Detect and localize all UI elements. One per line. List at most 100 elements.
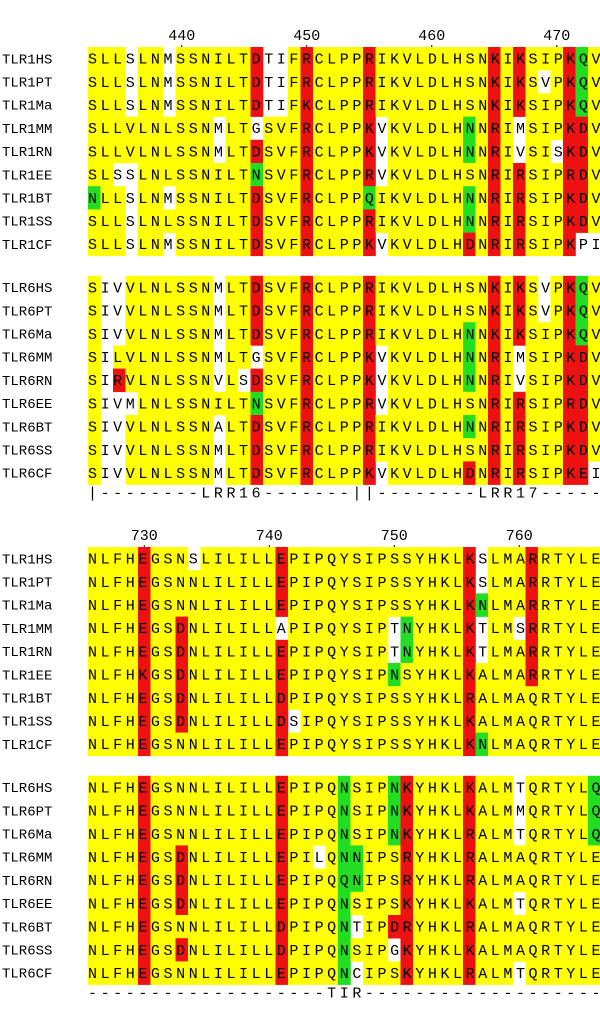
residue-cell: [438, 593, 451, 617]
residue-cell: [225, 775, 239, 800]
sequence-name: TLR1MM: [2, 122, 52, 138]
residue-cell: [250, 732, 264, 757]
residue-cell: [200, 438, 214, 462]
residue-cell: [363, 275, 376, 300]
residue-cell: [338, 915, 351, 939]
residue-cell: [300, 961, 314, 985]
residue-cell: [525, 915, 539, 939]
residue-cell: [500, 938, 514, 962]
residue-cell: [400, 570, 414, 594]
sequence: SLLSLNMSSNILTDTIFRCLPPRIKVLDLHSNKIKSVPKQ…: [88, 75, 600, 92]
residue-cell: [288, 961, 301, 985]
ruler-label: 470: [543, 28, 570, 45]
residue-cell: [325, 868, 339, 893]
residue-cell: [200, 663, 214, 687]
residue-cell: [100, 961, 114, 985]
residue-cell: [525, 868, 539, 893]
residue-cell: [188, 116, 201, 141]
residue-cell: [500, 915, 514, 939]
residue-cell: [163, 570, 176, 594]
residue-cell: [88, 799, 101, 823]
residue-cell: [388, 663, 401, 687]
residue-cell: [300, 639, 314, 664]
residue-cell: [313, 547, 326, 571]
residue-cell: [200, 891, 214, 916]
residue-cell: [175, 345, 189, 369]
residue-cell: [200, 139, 214, 164]
residue-cell: [525, 70, 539, 94]
residue-cell: [450, 461, 464, 485]
residue-cell: [425, 461, 439, 485]
residue-cell: [575, 891, 589, 916]
residue-cell: [138, 822, 151, 846]
residue-cell: [300, 345, 314, 369]
residue-cell: [288, 163, 301, 187]
residue-cell: [238, 593, 251, 617]
residue-cell: [188, 639, 201, 664]
sequence-name: TLR6RN: [2, 874, 52, 890]
residue-cell: [588, 139, 600, 164]
residue-cell: [475, 93, 489, 117]
residue-cell: [325, 616, 339, 641]
residue-cell: [200, 209, 214, 233]
residue-cell: [250, 391, 264, 416]
residue-cell: [375, 70, 389, 94]
residue-cell: [325, 822, 339, 846]
residue-cell: [575, 186, 589, 210]
residue-cell: [350, 891, 364, 916]
residue-cell: [113, 47, 126, 71]
residue-cell: [288, 93, 301, 117]
residue-cell: [500, 415, 514, 439]
residue-cell: [188, 868, 201, 893]
residue-cell: [488, 799, 501, 823]
residue-cell: [200, 593, 214, 617]
residue-cell: [138, 116, 151, 141]
residue-cell: [300, 709, 314, 733]
residue-cell: [150, 139, 164, 164]
residue-cell: [550, 345, 564, 369]
sequence-name: TLR6SS: [2, 444, 52, 460]
residue-cell: [563, 322, 576, 346]
residue-cell: [188, 663, 201, 687]
residue-cell: [350, 368, 364, 393]
residue-cell: [88, 47, 101, 71]
residue-cell: [425, 345, 439, 369]
residue-cell: [150, 709, 164, 733]
residue-cell: [138, 593, 151, 617]
residue-cell: [588, 345, 600, 369]
residue-cell: [550, 938, 564, 962]
residue-cell: [338, 709, 351, 733]
residue-cell: [88, 438, 101, 462]
residue-cell: [513, 938, 526, 962]
residue-cell: [175, 822, 189, 846]
residue-cell: [338, 547, 351, 571]
residue-cell: [338, 116, 351, 141]
residue-cell: [300, 845, 314, 869]
sequence: SIVVLNLSSNMLTDSVFRCLPPKVKVLDLHDNRIRSIPKE…: [88, 466, 600, 483]
residue-cell: [125, 275, 139, 300]
residue-cell: [225, 299, 239, 323]
residue-cell: [325, 709, 339, 733]
residue-cell: [513, 547, 526, 571]
residue-cell: [188, 47, 201, 71]
residue-cell: [188, 322, 201, 346]
residue-cell: [275, 232, 289, 257]
residue-cell: [438, 209, 451, 233]
residue-cell: [400, 799, 414, 823]
residue-cell: [213, 822, 226, 846]
residue-cell: [538, 845, 551, 869]
residue-cell: [500, 663, 514, 687]
residue-cell: [363, 93, 376, 117]
residue-cell: [550, 299, 564, 323]
residue-cell: [200, 915, 214, 939]
residue-cell: [375, 570, 389, 594]
residue-cell: [450, 822, 464, 846]
residue-cell: [538, 593, 551, 617]
residue-cell: [175, 775, 189, 800]
residue-cell: [450, 915, 464, 939]
sequence: SIVMLNLSSNILTNSVFRCLPPRVKVLDLHSNRIRSIPRD…: [88, 396, 600, 413]
residue-cell: [575, 686, 589, 710]
residue-cell: [238, 275, 251, 300]
residue-cell: [125, 938, 139, 962]
residue-cell: [175, 686, 189, 710]
